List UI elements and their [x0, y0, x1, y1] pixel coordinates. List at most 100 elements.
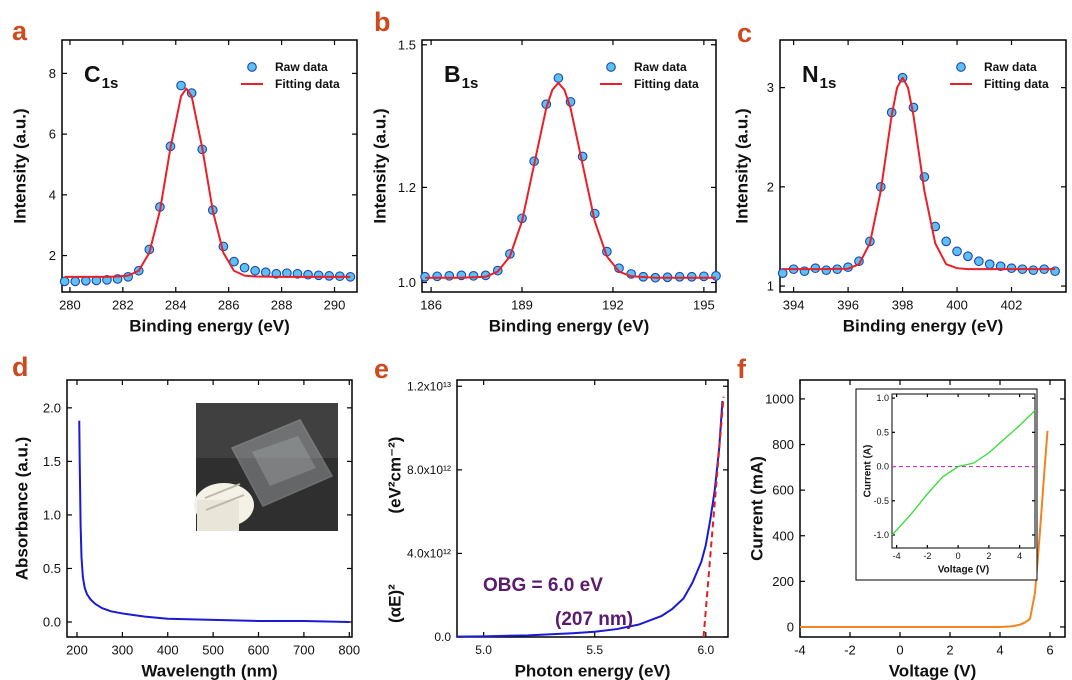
y-tick-label: 800 [772, 437, 794, 452]
data-point [260, 267, 271, 278]
x-axis-label: Binding energy (eV) [489, 317, 650, 336]
x-tick-label: 195 [693, 298, 715, 313]
y-tick-label: 400 [772, 528, 794, 543]
y-tick-label: -1.0 [873, 530, 889, 540]
x-tick-label: 6.0 [697, 643, 714, 657]
y-axis-label: Current (A) [863, 445, 874, 498]
panel-letter: b [374, 7, 391, 37]
y-tick-label: 1.0 [398, 275, 416, 290]
data-point [176, 80, 186, 91]
x-tick-label: 402 [1001, 298, 1023, 313]
y-tick-label: 0.0 [43, 615, 61, 630]
data-point [468, 270, 479, 281]
data-point [1050, 266, 1060, 277]
plot-frame [891, 393, 1036, 549]
y-axis-label: Intensity (a.u.) [11, 108, 30, 223]
y-tick-label: 0 [787, 619, 794, 634]
plot-frame [799, 379, 1066, 638]
data-line [800, 430, 1049, 628]
y-tick-label: 0.0 [434, 630, 451, 644]
y-axis-label: Intensity (a.u.) [733, 108, 752, 223]
y-axis-label: Intensity (a.u.) [371, 108, 390, 223]
data-point [699, 271, 709, 282]
y-tick-label: 6 [49, 127, 56, 142]
x-axis-label: Voltage (V) [889, 662, 977, 680]
x-axis-label: Binding energy (eV) [843, 317, 1004, 336]
annotation-subscript: 1s [820, 75, 837, 92]
x-tick-label: 396 [837, 298, 859, 313]
plot-frame [779, 39, 1067, 293]
plot-frame [66, 379, 353, 638]
x-tick-label: 286 [218, 298, 240, 313]
x-tick-label: 5.5 [586, 643, 603, 657]
y-tick-label: 4 [49, 187, 56, 202]
y-tick-label: 1.2x10¹³ [407, 379, 451, 393]
x-tick-label: 2 [986, 551, 991, 561]
panel-letter: a [12, 16, 28, 46]
x-tick-label: 280 [59, 298, 81, 313]
x-tick-label: 4 [996, 643, 1003, 658]
y-axis-label: Absorbance (a.u.) [13, 437, 32, 581]
data-line [425, 81, 716, 279]
data-line [782, 76, 1056, 271]
panel-letter: f [737, 354, 747, 384]
x-tick-label: 290 [324, 298, 346, 313]
y-axis-label: Current (mA) [748, 456, 767, 561]
x-tick-label: 0 [956, 551, 961, 561]
y-tick-label: 2.0 [43, 400, 61, 415]
annotation-subscript: 1s [102, 75, 119, 92]
y-tick-label: 1000 [765, 391, 794, 406]
sample-photo [194, 403, 338, 531]
data-point [553, 73, 564, 83]
annotation: B [444, 61, 461, 87]
x-tick-label: 800 [338, 643, 360, 658]
legend-label: Raw data [275, 60, 328, 74]
data-point [239, 262, 250, 273]
legend-label: Raw data [984, 60, 1037, 74]
x-axis-label: Wavelength (nm) [141, 662, 277, 680]
x-tick-label: 192 [602, 298, 624, 313]
x-tick-label: 189 [511, 298, 533, 313]
y-tick-label: 1 [767, 279, 774, 294]
x-tick-label: 2 [946, 643, 953, 658]
x-tick-label: 186 [420, 298, 442, 313]
y-tick-label: -0.5 [873, 496, 889, 506]
x-tick-label: 600 [248, 643, 270, 658]
legend-marker [956, 62, 966, 72]
tangent-line [702, 396, 725, 638]
data-point [952, 246, 962, 257]
y-tick-label: 2 [49, 248, 56, 263]
plot-frame [456, 379, 729, 638]
panel: 186 189 192 195 1.0 1.2 1.5 Binding energy (eV)… [371, 7, 721, 336]
legend-label: Fitting data [275, 77, 340, 91]
panel: 280 282 284 286 288 290 2 4 6 8 Binding energy (eV… [11, 16, 358, 336]
inset-background [855, 388, 1038, 581]
y-tick-label: 8.0x10¹² [407, 463, 451, 477]
x-tick-label: -4 [893, 551, 901, 561]
x-tick-label: 282 [112, 298, 134, 313]
y-tick-label: 0.0 [876, 462, 889, 472]
data-line [78, 420, 350, 624]
x-tick-label: 288 [271, 298, 293, 313]
data-point [444, 270, 455, 281]
y-tick-label: 0.5 [876, 427, 889, 437]
panel: 200 300 400 500 600 700 800 0.0 0.5 1.0 1.5 2.0 Wave… [12, 352, 360, 680]
plot-frame [61, 39, 358, 293]
y-axis-label: (eV²cm⁻²) [386, 437, 405, 514]
data-point [799, 266, 810, 277]
y-tick-label: 8 [49, 66, 56, 81]
y-tick-label: 600 [772, 483, 794, 498]
x-tick-label: 4 [1017, 551, 1022, 561]
x-tick-label: 394 [783, 298, 805, 313]
data-line [456, 400, 724, 638]
legend-label: Fitting data [634, 77, 699, 91]
data-point [821, 265, 832, 276]
data-point [250, 265, 260, 276]
x-tick-label: 400 [946, 298, 968, 313]
data-point [973, 256, 984, 267]
data-point [963, 251, 973, 262]
x-tick-label: 300 [112, 643, 134, 658]
panel: 394 396 398 400 402 1 2 3 Binding energy (eV) Int… [733, 18, 1067, 336]
x-tick-label: 400 [157, 643, 179, 658]
